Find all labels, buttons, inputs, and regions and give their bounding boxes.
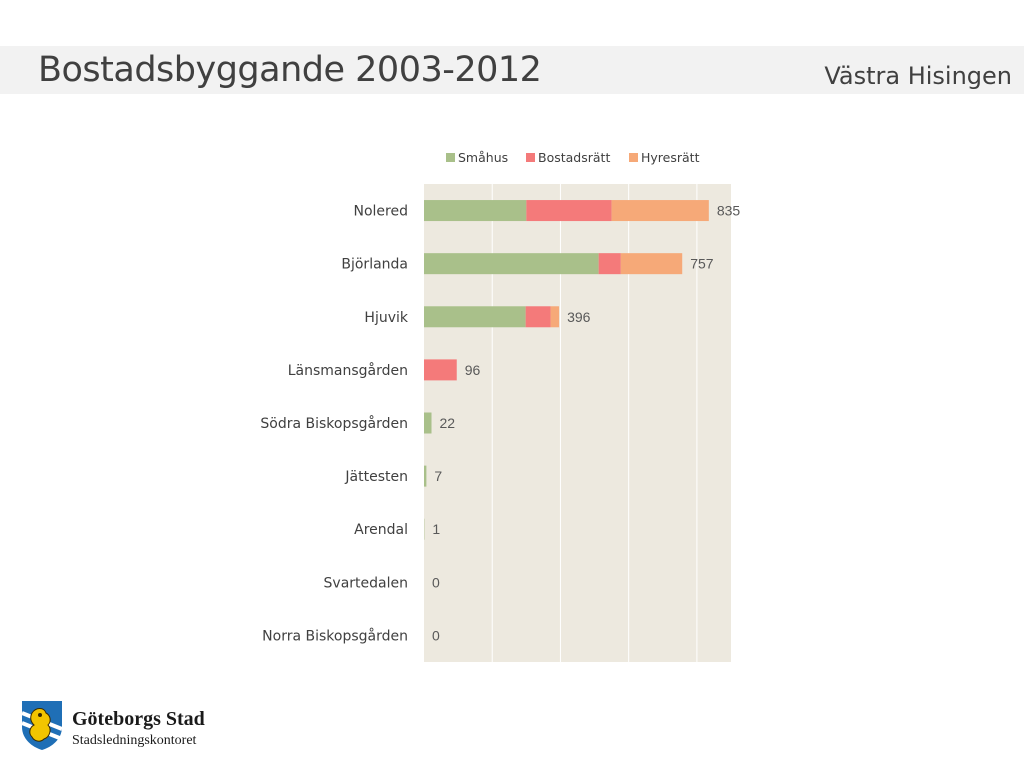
bar-segment <box>550 306 560 328</box>
category-labels: Nolered Björlanda Hjuvik Länsmansgården Södr… <box>260 204 409 645</box>
goteborgs-stad-logo <box>18 699 258 753</box>
category-label: Hjuvik <box>364 310 408 326</box>
category-label: Södra Biskopsgården <box>260 415 408 432</box>
legend-swatch <box>446 153 455 162</box>
category-label: Björlanda <box>341 257 408 273</box>
area-label: Västra Hisingen <box>824 62 1012 90</box>
legend: Småhus Bostadsrätt Hyresrätt <box>446 150 700 165</box>
bar-segment <box>526 200 612 222</box>
org-name: Göteborgs Stad <box>72 708 205 730</box>
value-label: 0 <box>432 574 440 590</box>
value-label: 22 <box>440 415 456 431</box>
bar-segment <box>424 412 432 434</box>
org-unit: Stadsledningskontoret <box>72 733 197 748</box>
value-label: 0 <box>432 627 440 643</box>
value-label: 1 <box>432 521 440 537</box>
value-label: 396 <box>567 309 591 325</box>
legend-label: Bostadsrätt <box>538 150 610 165</box>
bar-segment <box>424 253 599 275</box>
category-label: Norra Biskopsgården <box>262 627 408 644</box>
legend-swatch <box>526 153 535 162</box>
title-band <box>0 46 1024 94</box>
bar-segment <box>424 359 457 381</box>
bar-segment <box>525 306 551 328</box>
value-label: 757 <box>690 256 714 272</box>
bar-segment <box>424 306 526 328</box>
category-label: Nolered <box>354 204 409 220</box>
bar-segment <box>424 465 427 487</box>
lion-crest-icon <box>21 701 63 750</box>
legend-label: Småhus <box>458 150 508 165</box>
bar-segment <box>424 200 527 222</box>
category-label: Länsmansgården <box>288 362 408 379</box>
category-label: Jättesten <box>344 469 408 485</box>
bar-segment <box>598 253 621 275</box>
value-label: 7 <box>434 468 442 484</box>
value-label: 835 <box>717 203 741 219</box>
legend-swatch <box>629 153 638 162</box>
category-label: Svartedalen <box>324 575 408 591</box>
bar-segment <box>611 200 709 222</box>
bar-segment <box>620 253 683 275</box>
value-labels: 835 757 396 96 22 7 1 0 0 <box>432 203 740 644</box>
legend-label: Hyresrätt <box>641 150 700 165</box>
value-label: 96 <box>465 362 481 378</box>
bars <box>424 200 709 540</box>
category-label: Arendal <box>354 522 408 538</box>
page-title: Bostadsbyggande 2003-2012 <box>38 50 542 90</box>
